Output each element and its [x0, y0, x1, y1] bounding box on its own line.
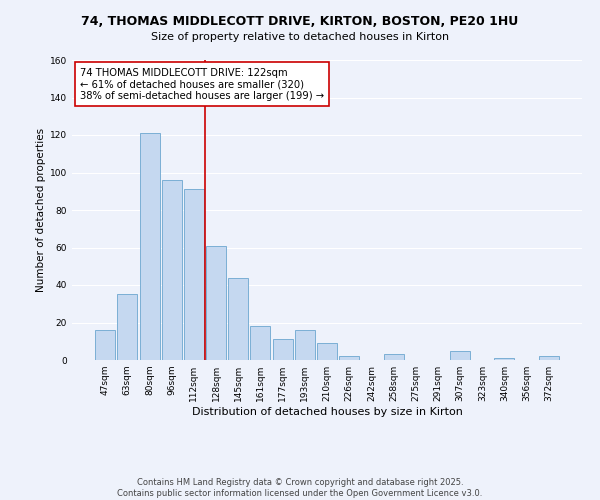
- Bar: [317, 343, 337, 360]
- X-axis label: Distribution of detached houses by size in Kirton: Distribution of detached houses by size …: [191, 407, 463, 417]
- Bar: [339, 356, 359, 360]
- Bar: [206, 246, 226, 360]
- Bar: [118, 294, 137, 360]
- Y-axis label: Number of detached properties: Number of detached properties: [36, 128, 46, 292]
- Text: 74 THOMAS MIDDLECOTT DRIVE: 122sqm
← 61% of detached houses are smaller (320)
38: 74 THOMAS MIDDLECOTT DRIVE: 122sqm ← 61%…: [80, 68, 324, 100]
- Bar: [162, 180, 182, 360]
- Bar: [272, 340, 293, 360]
- Bar: [539, 356, 559, 360]
- Bar: [250, 326, 271, 360]
- Bar: [184, 190, 204, 360]
- Text: 74, THOMAS MIDDLECOTT DRIVE, KIRTON, BOSTON, PE20 1HU: 74, THOMAS MIDDLECOTT DRIVE, KIRTON, BOS…: [82, 15, 518, 28]
- Bar: [140, 133, 160, 360]
- Bar: [228, 278, 248, 360]
- Bar: [494, 358, 514, 360]
- Bar: [295, 330, 315, 360]
- Bar: [95, 330, 115, 360]
- Bar: [383, 354, 404, 360]
- Bar: [450, 350, 470, 360]
- Text: Size of property relative to detached houses in Kirton: Size of property relative to detached ho…: [151, 32, 449, 42]
- Text: Contains HM Land Registry data © Crown copyright and database right 2025.
Contai: Contains HM Land Registry data © Crown c…: [118, 478, 482, 498]
